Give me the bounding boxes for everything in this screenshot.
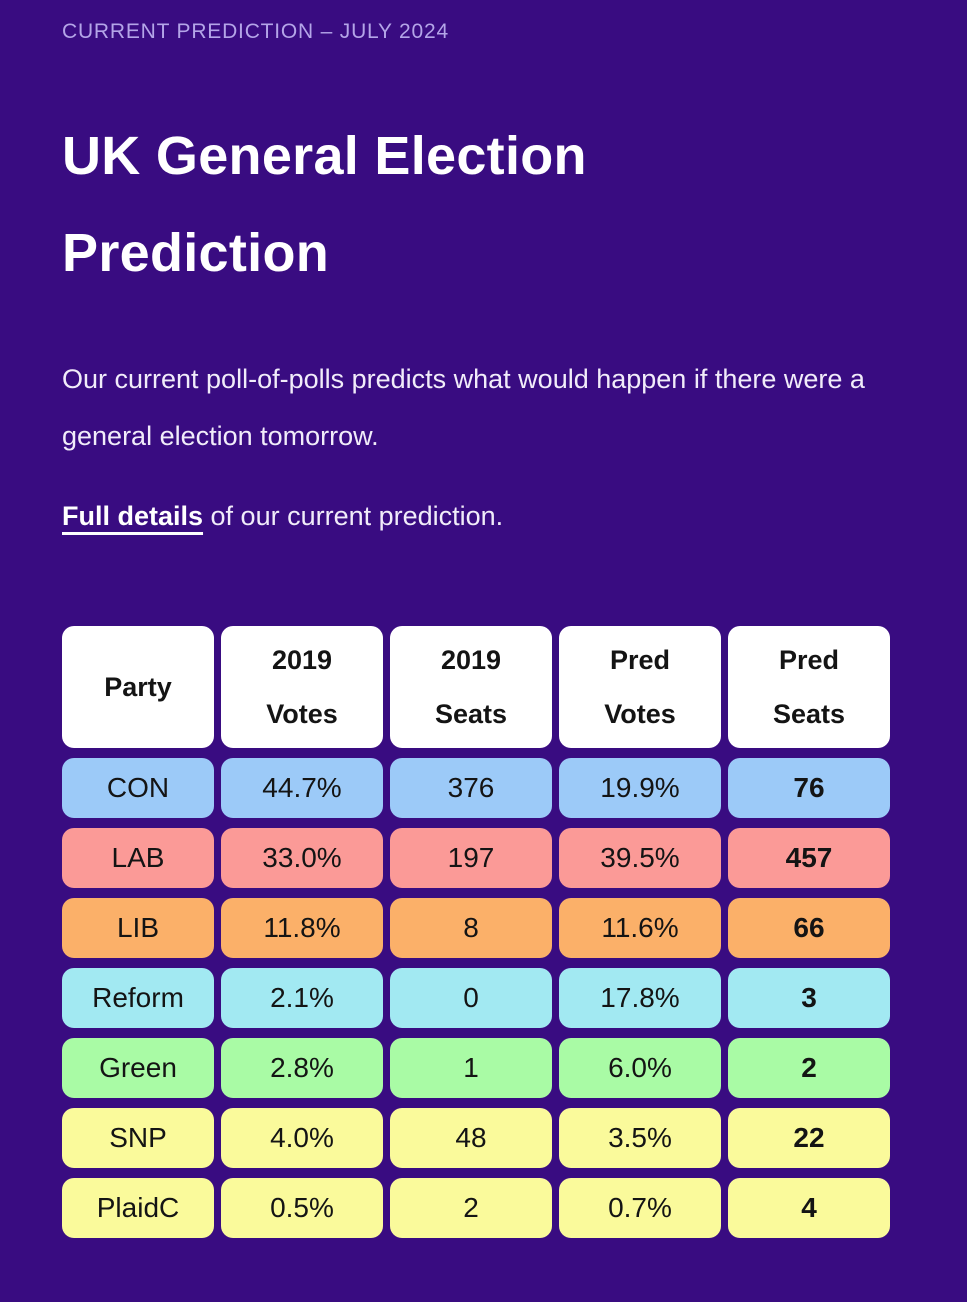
full-details-link[interactable]: Full details xyxy=(62,501,204,531)
table-cell-reform-pred-votes: 17.8% xyxy=(559,968,721,1028)
table-header-cell-pred-votes: Pred Votes xyxy=(559,626,721,748)
table-cell-con-pred-seats: 76 xyxy=(728,758,890,818)
table-cell-snp-seats-2019: 48 xyxy=(390,1108,552,1168)
table-cell-lab-party: LAB xyxy=(62,828,214,888)
table-header-cell-party: Party xyxy=(62,626,214,748)
table-cell-con-party: CON xyxy=(62,758,214,818)
prediction-table: Party 2019 Votes 2019 Seats Pred Votes Pred Seat… xyxy=(62,626,890,1238)
main-content: CURRENT PREDICTION – JULY 2024 UK Genera… xyxy=(62,20,893,1238)
section-eyebrow: CURRENT PREDICTION – JULY 2024 xyxy=(62,20,449,43)
table-cell-green-pred-seats: 2 xyxy=(728,1038,890,1098)
table-header-cell-seats-2019: 2019 Seats xyxy=(390,626,552,748)
table-cell-plaidc-votes-2019: 0.5% xyxy=(221,1178,383,1238)
table-cell-plaidc-pred-seats: 4 xyxy=(728,1178,890,1238)
table-cell-snp-pred-seats: 22 xyxy=(728,1108,890,1168)
table-cell-reform-votes-2019: 2.1% xyxy=(221,968,383,1028)
table-cell-lib-pred-votes: 11.6% xyxy=(559,898,721,958)
table-cell-green-pred-votes: 6.0% xyxy=(559,1038,721,1098)
table-cell-con-votes-2019: 44.7% xyxy=(221,758,383,818)
details-line: Full details of our current prediction. xyxy=(62,488,893,545)
table-cell-lab-votes-2019: 33.0% xyxy=(221,828,383,888)
table-cell-snp-pred-votes: 3.5% xyxy=(559,1108,721,1168)
table-cell-plaidc-seats-2019: 2 xyxy=(390,1178,552,1238)
table-cell-green-seats-2019: 1 xyxy=(390,1038,552,1098)
link-suffix-text: of our current prediction. xyxy=(203,501,504,531)
table-cell-lib-pred-seats: 66 xyxy=(728,898,890,958)
table-cell-green-votes-2019: 2.8% xyxy=(221,1038,383,1098)
table-cell-lab-pred-votes: 39.5% xyxy=(559,828,721,888)
table-header-cell-votes-2019: 2019 Votes xyxy=(221,626,383,748)
table-cell-reform-party: Reform xyxy=(62,968,214,1028)
table-cell-lib-seats-2019: 8 xyxy=(390,898,552,958)
table-cell-lab-pred-seats: 457 xyxy=(728,828,890,888)
table-cell-lab-seats-2019: 197 xyxy=(390,828,552,888)
table-cell-con-pred-votes: 19.9% xyxy=(559,758,721,818)
table-cell-plaidc-party: PlaidC xyxy=(62,1178,214,1238)
table-cell-con-seats-2019: 376 xyxy=(390,758,552,818)
intro-paragraph: Our current poll-of-polls predicts what … xyxy=(62,364,865,451)
table-header-cell-pred-seats: Pred Seats xyxy=(728,626,890,748)
table-cell-snp-party: SNP xyxy=(62,1108,214,1168)
table-cell-lib-party: LIB xyxy=(62,898,214,958)
table-cell-green-party: Green xyxy=(62,1038,214,1098)
table-cell-reform-seats-2019: 0 xyxy=(390,968,552,1028)
table-cell-reform-pred-seats: 3 xyxy=(728,968,890,1028)
table-cell-snp-votes-2019: 4.0% xyxy=(221,1108,383,1168)
table-cell-plaidc-pred-votes: 0.7% xyxy=(559,1178,721,1238)
table-cell-lib-votes-2019: 11.8% xyxy=(221,898,383,958)
page-title: UK General Election Prediction xyxy=(62,126,587,283)
